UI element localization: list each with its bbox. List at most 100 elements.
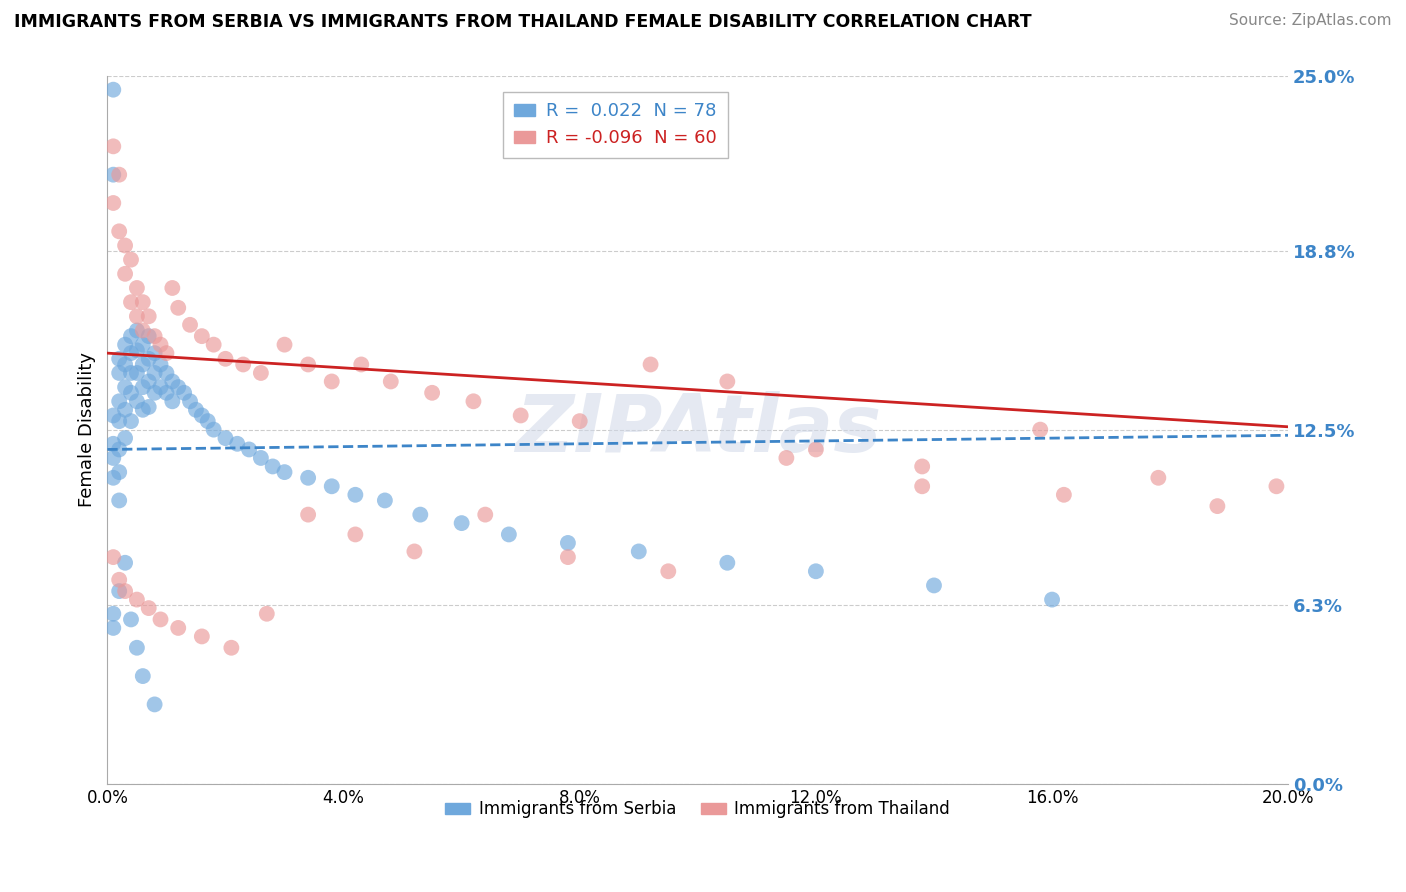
Point <box>463 394 485 409</box>
Point <box>125 592 148 607</box>
Point <box>114 267 136 281</box>
Point <box>138 329 160 343</box>
Point <box>297 358 319 372</box>
Point <box>132 669 155 683</box>
Point <box>143 698 166 712</box>
Point <box>262 459 284 474</box>
Point <box>132 358 155 372</box>
Point <box>114 380 136 394</box>
Point <box>120 329 142 343</box>
Legend: Immigrants from Serbia, Immigrants from Thailand: Immigrants from Serbia, Immigrants from … <box>439 794 957 825</box>
Point <box>450 516 472 530</box>
Point <box>149 358 172 372</box>
Point <box>114 584 136 599</box>
Point <box>350 358 373 372</box>
Point <box>162 281 184 295</box>
Point <box>273 465 295 479</box>
Point <box>155 385 177 400</box>
Point <box>173 385 195 400</box>
Point <box>143 366 166 380</box>
Point <box>321 479 343 493</box>
Point <box>1265 479 1288 493</box>
Point <box>226 437 249 451</box>
Point <box>197 414 219 428</box>
Point <box>716 375 738 389</box>
Point <box>125 281 148 295</box>
Point <box>125 394 148 409</box>
Point <box>132 295 155 310</box>
Point <box>250 450 273 465</box>
Point <box>804 442 827 457</box>
Point <box>103 550 125 565</box>
Point <box>1147 471 1170 485</box>
Point <box>202 337 225 351</box>
Point <box>374 493 396 508</box>
Point <box>1029 423 1052 437</box>
Point <box>184 402 207 417</box>
Point <box>380 375 402 389</box>
Point <box>108 351 131 366</box>
Point <box>214 431 236 445</box>
Point <box>149 380 172 394</box>
Point <box>108 465 131 479</box>
Point <box>922 578 945 592</box>
Point <box>627 544 650 558</box>
Point <box>568 414 591 428</box>
Point <box>409 508 432 522</box>
Point <box>132 337 155 351</box>
Point <box>103 437 125 451</box>
Point <box>108 224 131 238</box>
Point <box>114 238 136 252</box>
Point <box>640 358 662 372</box>
Point <box>132 380 155 394</box>
Point <box>474 508 496 522</box>
Point <box>143 346 166 360</box>
Point <box>108 366 131 380</box>
Point <box>120 346 142 360</box>
Point <box>138 351 160 366</box>
Point <box>232 358 254 372</box>
Point <box>297 471 319 485</box>
Point <box>775 450 797 465</box>
Point <box>125 640 148 655</box>
Point <box>125 310 148 324</box>
Point <box>420 385 443 400</box>
Text: ZIPAtlas: ZIPAtlas <box>515 391 882 468</box>
Point <box>114 358 136 372</box>
Point <box>120 414 142 428</box>
Point <box>103 139 125 153</box>
Point <box>1053 488 1076 502</box>
Point <box>114 337 136 351</box>
Point <box>103 450 125 465</box>
Point <box>120 385 142 400</box>
Point <box>167 301 190 315</box>
Point <box>108 493 131 508</box>
Point <box>179 318 201 332</box>
Point <box>155 366 177 380</box>
Point <box>132 402 155 417</box>
Y-axis label: Female Disability: Female Disability <box>79 352 96 508</box>
Point <box>911 459 934 474</box>
Point <box>321 375 343 389</box>
Point <box>167 380 190 394</box>
Point <box>344 527 367 541</box>
Point <box>191 329 214 343</box>
Point <box>138 400 160 414</box>
Point <box>149 337 172 351</box>
Point <box>221 640 243 655</box>
Point <box>557 550 579 565</box>
Point <box>114 402 136 417</box>
Point <box>214 351 236 366</box>
Point <box>1206 499 1229 513</box>
Text: Source: ZipAtlas.com: Source: ZipAtlas.com <box>1229 13 1392 29</box>
Point <box>498 527 520 541</box>
Point <box>273 337 295 351</box>
Point <box>911 479 934 493</box>
Point <box>103 196 125 211</box>
Point <box>103 621 125 635</box>
Point <box>804 564 827 578</box>
Point <box>108 584 131 599</box>
Point <box>120 366 142 380</box>
Point <box>162 375 184 389</box>
Point <box>155 346 177 360</box>
